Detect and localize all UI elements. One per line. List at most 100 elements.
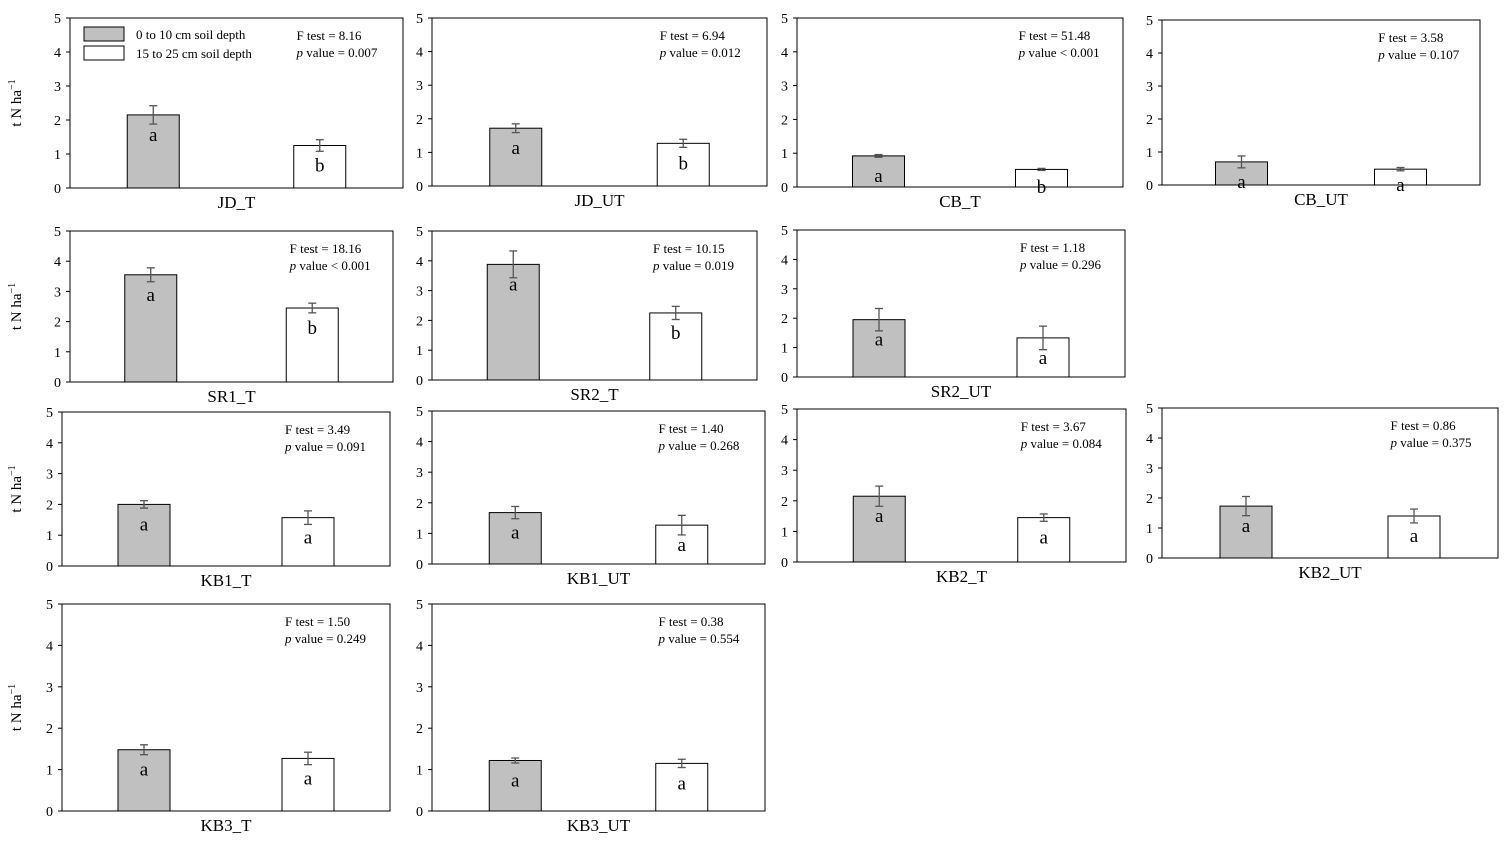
y-tick-label: 4 — [46, 437, 53, 452]
y-tick-label: 3 — [54, 285, 61, 300]
legend-label: 0 to 10 cm soil depth — [136, 27, 246, 42]
f-test-label: F test = 6.94 — [660, 28, 726, 43]
y-tick-label: 1 — [46, 764, 53, 779]
plot-frame — [796, 229, 1126, 378]
significance-letter: a — [874, 166, 883, 187]
f-test-label: F test = 1.50 — [285, 614, 350, 629]
bar-15-25cm — [649, 312, 703, 381]
panel-title: KB1_UT — [567, 569, 631, 588]
significance-letter: a — [1396, 175, 1405, 196]
y-tick-label: 1 — [1146, 522, 1153, 537]
y-tick-label: 5 — [781, 12, 788, 27]
chart-panel-cb-t: 0 1 2 3 4 5 a b CB_T F test = 51.48 p value < 0.00… — [781, 12, 1124, 211]
y-tick-label: 2 — [416, 722, 423, 737]
y-axis-label: t N ha−1 — [7, 283, 25, 330]
f-test-label: F test = 10.15 — [653, 241, 725, 256]
significance-letter: a — [147, 285, 156, 306]
chart-panel-cb-ut: 0 1 2 3 4 5 a a CB_UT F test = 3.58 p value = 0.10… — [1146, 14, 1481, 209]
significance-letter: b — [1037, 177, 1047, 198]
chart-panel-jd-t: 0 1 2 3 4 5 a b JD_T F test = 8.16 p value = 0.007… — [7, 12, 404, 212]
f-test-label: F test = 51.48 — [1019, 28, 1091, 43]
bar-0-10cm — [852, 495, 906, 563]
chart-panel-kb1-t: 0 1 2 3 4 5 a a KB1_T F test = 3.49 p value = 0.09… — [7, 406, 391, 590]
y-tick-label: 2 — [781, 113, 788, 128]
panel-title: JD_T — [218, 193, 256, 212]
significance-letter: a — [875, 330, 884, 351]
significance-letter: a — [678, 535, 687, 556]
y-tick-label: 3 — [781, 283, 788, 298]
y-tick-label: 0 — [416, 558, 423, 573]
panel-title: KB2_T — [936, 567, 988, 586]
f-test-label: F test = 0.38 — [658, 614, 723, 629]
f-test-label: F test = 1.40 — [658, 421, 723, 436]
y-tick-label: 5 — [781, 224, 788, 239]
plot-frame — [796, 17, 1124, 188]
y-tick-label: 3 — [416, 79, 423, 94]
p-value-label: p value = 0.249 — [284, 631, 366, 646]
y-tick-label: 1 — [46, 529, 53, 544]
chart-panel-jd-ut: 0 1 2 3 4 5 a b JD_UT F test = 6.94 p value = 0.01… — [416, 12, 768, 210]
chart-panel-sr2-ut: 0 1 2 3 4 5 a a SR2_UT F test = 1.18 p value = 0.2… — [781, 224, 1126, 401]
y-tick-label: 3 — [416, 285, 423, 300]
chart-panel-kb3-ut: 0 1 2 3 4 5 a a KB3_UT F test = 0.38 p value = 0.5… — [416, 598, 766, 835]
y-tick-label: 2 — [46, 722, 53, 737]
y-tick-label: 4 — [1146, 47, 1153, 62]
f-test-label: F test = 8.16 — [296, 28, 362, 43]
y-tick-label: 4 — [416, 639, 423, 654]
y-tick-label: 1 — [781, 342, 788, 357]
y-tick-label: 5 — [54, 12, 61, 27]
significance-letter: a — [1039, 348, 1048, 369]
y-tick-label: 3 — [1146, 80, 1153, 95]
significance-letter: b — [308, 318, 318, 339]
p-value-label: p value = 0.375 — [1389, 435, 1471, 450]
y-tick-label: 5 — [46, 406, 53, 421]
y-tick-label: 1 — [781, 147, 788, 162]
y-tick-label: 0 — [46, 805, 53, 820]
y-tick-label: 0 — [46, 560, 53, 575]
legend-swatch — [83, 45, 125, 61]
significance-letter: a — [1242, 516, 1251, 537]
bar-0-10cm — [124, 274, 178, 383]
significance-letter: a — [140, 760, 149, 781]
plot-frame — [61, 603, 391, 812]
y-axis-label: t N ha−1 — [7, 79, 25, 126]
bar-15-25cm — [293, 145, 347, 189]
y-tick-label: 1 — [416, 344, 423, 359]
significance-letter: a — [1040, 528, 1049, 549]
bar-0-10cm — [117, 749, 171, 812]
f-test-label: F test = 18.16 — [290, 241, 362, 256]
y-tick-label: 5 — [54, 225, 61, 240]
y-tick-label: 4 — [54, 255, 61, 270]
y-tick-label: 0 — [416, 805, 423, 820]
significance-letter: a — [512, 138, 521, 159]
legend-swatch — [83, 26, 125, 42]
panel-title: SR2_UT — [931, 382, 992, 401]
plot-frame — [1161, 19, 1481, 186]
p-value-label: p value = 0.012 — [659, 45, 741, 60]
significance-letter: a — [140, 514, 149, 535]
significance-letter: a — [511, 770, 520, 791]
y-tick-label: 1 — [54, 148, 61, 163]
significance-letter: b — [671, 323, 681, 344]
y-tick-label: 1 — [416, 146, 423, 161]
y-axis-label: t N ha−1 — [7, 684, 25, 731]
plot-frame — [431, 410, 766, 565]
bar-0-10cm — [126, 114, 180, 189]
y-tick-label: 5 — [416, 598, 423, 613]
y-axis-label: t N ha−1 — [7, 465, 25, 512]
y-tick-label: 4 — [781, 253, 788, 268]
bar-0-10cm — [488, 512, 542, 565]
y-tick-label: 4 — [416, 46, 423, 61]
f-test-label: F test = 3.67 — [1021, 419, 1087, 434]
y-tick-label: 0 — [781, 181, 788, 196]
significance-letter: a — [678, 773, 687, 794]
y-tick-label: 4 — [54, 46, 61, 61]
y-tick-label: 5 — [781, 403, 788, 418]
y-tick-label: 0 — [781, 371, 788, 386]
p-value-label: p value < 0.001 — [1018, 45, 1100, 60]
legend-label: 15 to 25 cm soil depth — [136, 46, 252, 61]
significance-letter: a — [875, 506, 884, 527]
y-tick-label: 4 — [46, 639, 53, 654]
chart-panel-kb2-ut: 0 1 2 3 4 5 a a KB2_UT F test = 0.86 p value = 0.3… — [1146, 402, 1499, 582]
significance-letter: a — [511, 523, 520, 544]
